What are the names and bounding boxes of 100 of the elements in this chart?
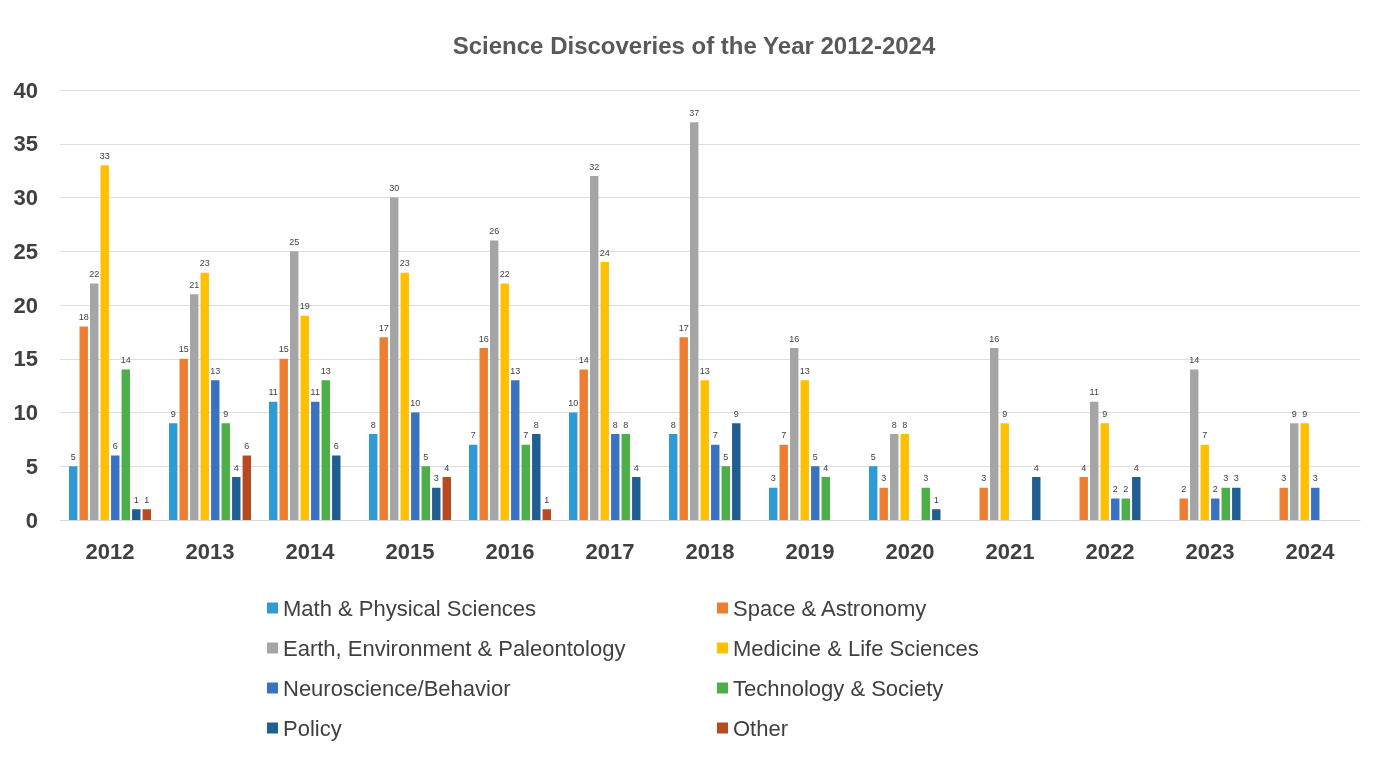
bar bbox=[1190, 369, 1199, 520]
data-label: 9 bbox=[1302, 408, 1308, 419]
data-label: 37 bbox=[689, 107, 700, 118]
x-tick-label: 2018 bbox=[685, 538, 735, 564]
data-label: 1 bbox=[144, 494, 150, 505]
bar bbox=[311, 401, 320, 520]
data-label: 3 bbox=[881, 473, 887, 484]
bar bbox=[500, 283, 509, 520]
data-label: 11 bbox=[1089, 387, 1099, 398]
bar bbox=[700, 380, 709, 520]
y-tick-label: 5 bbox=[25, 453, 38, 479]
bar bbox=[469, 444, 478, 520]
bar bbox=[679, 337, 688, 520]
data-label: 8 bbox=[623, 419, 629, 430]
data-label: 2 bbox=[1112, 484, 1118, 494]
data-label: 23 bbox=[399, 258, 410, 269]
data-label: 33 bbox=[99, 150, 110, 161]
x-tick-label: 2017 bbox=[585, 538, 635, 564]
bar bbox=[69, 466, 78, 520]
bar bbox=[90, 283, 99, 520]
bar bbox=[990, 348, 999, 520]
data-label: 17 bbox=[378, 322, 389, 333]
data-label: 16 bbox=[478, 333, 489, 344]
bar bbox=[732, 423, 741, 520]
data-label: 5 bbox=[812, 451, 818, 462]
bar bbox=[79, 326, 88, 520]
data-label: 3 bbox=[1312, 473, 1318, 484]
bar bbox=[111, 455, 120, 520]
data-label: 13 bbox=[799, 365, 810, 376]
data-label: 4 bbox=[1081, 462, 1087, 473]
data-label: 3 bbox=[1281, 473, 1287, 484]
bar bbox=[569, 412, 578, 520]
legend-label: Other bbox=[733, 715, 789, 741]
bar bbox=[211, 380, 220, 520]
bar bbox=[779, 444, 788, 520]
data-label: 13 bbox=[699, 365, 710, 376]
bar bbox=[190, 294, 199, 520]
bar bbox=[121, 369, 130, 520]
data-label: 15 bbox=[178, 344, 189, 355]
data-label: 13 bbox=[210, 365, 221, 376]
data-label: 7 bbox=[781, 430, 787, 441]
bar bbox=[711, 444, 720, 520]
data-label: 3 bbox=[981, 473, 987, 484]
data-label: 3 bbox=[923, 473, 929, 484]
y-tick-label: 35 bbox=[13, 131, 38, 157]
data-label: 9 bbox=[1102, 408, 1108, 419]
bar bbox=[769, 487, 778, 520]
data-label: 9 bbox=[223, 408, 229, 419]
bar bbox=[1290, 423, 1299, 520]
data-label: 4 bbox=[823, 462, 829, 473]
x-tick-label: 2021 bbox=[985, 538, 1035, 564]
bar bbox=[179, 358, 188, 520]
data-label: 9 bbox=[1002, 408, 1008, 419]
data-label: 26 bbox=[489, 226, 500, 236]
x-tick-label: 2023 bbox=[1185, 538, 1235, 564]
bar bbox=[242, 455, 251, 520]
data-label: 4 bbox=[1133, 462, 1139, 473]
y-tick-label: 0 bbox=[25, 507, 38, 533]
bar bbox=[400, 272, 409, 520]
data-label: 5 bbox=[423, 451, 429, 462]
bar bbox=[1090, 401, 1099, 520]
y-tick-label: 25 bbox=[13, 238, 38, 264]
bar bbox=[100, 165, 109, 520]
bar bbox=[1132, 477, 1141, 520]
legend-label: Medicine & Life Sciences bbox=[733, 635, 979, 661]
bar bbox=[890, 434, 899, 520]
y-tick-label: 40 bbox=[13, 77, 38, 103]
data-label: 6 bbox=[244, 441, 250, 451]
bar bbox=[479, 348, 488, 520]
bar bbox=[411, 412, 420, 520]
data-label: 16 bbox=[989, 333, 1000, 344]
data-label: 10 bbox=[568, 398, 579, 408]
data-label: 22 bbox=[89, 269, 100, 279]
data-label: 9 bbox=[170, 408, 176, 419]
bar bbox=[1111, 498, 1120, 520]
data-label: 8 bbox=[902, 419, 908, 430]
data-label: 14 bbox=[120, 355, 131, 365]
bar bbox=[1032, 477, 1041, 520]
data-label: 17 bbox=[678, 322, 689, 333]
bar bbox=[790, 348, 799, 520]
data-label: 8 bbox=[670, 419, 676, 430]
data-label: 7 bbox=[523, 430, 529, 441]
bar bbox=[811, 466, 820, 520]
bar bbox=[869, 466, 878, 520]
bar bbox=[542, 509, 551, 520]
bar bbox=[1311, 487, 1320, 520]
bar bbox=[1300, 423, 1309, 520]
data-label: 6 bbox=[112, 441, 118, 451]
bar bbox=[1200, 444, 1209, 520]
data-label: 24 bbox=[599, 247, 610, 258]
bar bbox=[690, 122, 699, 520]
data-label: 14 bbox=[578, 355, 589, 365]
data-label: 32 bbox=[589, 161, 600, 172]
bar bbox=[1232, 487, 1241, 520]
x-tick-label: 2020 bbox=[885, 538, 935, 564]
bar bbox=[1100, 423, 1109, 520]
bar bbox=[669, 434, 678, 520]
data-label: 18 bbox=[78, 312, 89, 322]
data-label: 2 bbox=[1123, 484, 1129, 494]
bar bbox=[621, 434, 630, 520]
